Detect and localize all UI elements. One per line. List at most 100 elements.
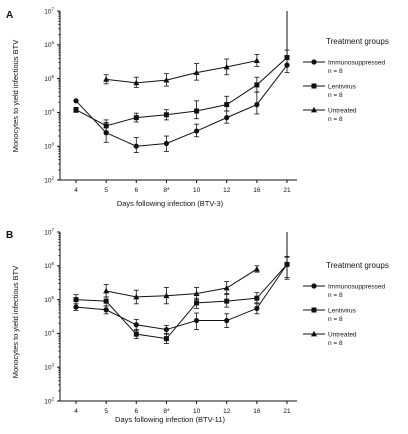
panel-b-lentivirus-point [254,295,260,301]
panel-a-untreated-point [163,76,170,83]
panel-b-lentivirus-point [73,297,79,303]
panel-a-series-untreated [103,53,260,88]
panel-a-x-axis-label: Days following infection (BTV-3) [117,199,224,208]
panel-a-series-immunosuppressed [73,55,290,153]
panel-b-immunosuppressed-point [133,322,139,328]
panel-b-legend-title: Treatment groups [326,261,389,270]
panel-a-axes [59,11,297,181]
panel-b-y-tick-label: 102 [44,396,54,405]
panel-a-y-tick-label: 106 [44,40,54,49]
panel-a-series [73,10,290,153]
panel-b-x-tick-label: 12 [223,408,231,415]
panel-b-lentivirus-point [224,298,230,304]
panel-b-immunosuppressed-point [193,317,200,324]
panel-a-legend-label: Untreated [328,107,357,114]
panel-a-y-tick-label: 107 [44,6,54,15]
panel-a-immunosuppressed-point [224,115,230,121]
panel-a-series-line [75,64,288,147]
panel-a-lentivirus-point [194,108,200,114]
panel-b-series [73,231,290,344]
panel-b-untreated-point [103,287,110,294]
panel-a-legend-item-lentivirus: Lentivirus n = 8 [303,83,357,99]
panel-a-x-tick-label: 8* [163,187,170,194]
panel-a-y-ticks: 102 103 104 105 106 107 [44,6,60,184]
panel-b-untreated-point [253,265,260,272]
panel-b-x-tick-label: 8* [163,408,170,415]
panel-a-untreated-point [133,79,140,86]
panel-a-legend-square-marker [311,83,317,89]
panel-b-legend-label: Immunosuppressed [328,283,385,290]
panel-a-untreated-point [193,69,200,76]
panel-b-x-tick-label: 4 [74,408,78,415]
panel-b-immunosuppressed-point [163,326,170,333]
panel-b-untreated-point [163,292,170,299]
panel-b-legend-item-lentivirus: Lentivirus n = 8 [303,307,357,323]
panel-a-legend-n: n = 8 [328,116,343,123]
panel-b-x-axis-label: Days following infection (BTV-11) [115,415,225,424]
panel-b-x-ticks: 4 5 6 8* 10 12 16 21 [74,401,291,415]
panel-a-immunosuppressed-point [133,143,139,149]
panel-a-legend-label: Immunosuppressed [328,59,385,66]
panel-b-y-tick-label: 104 [44,329,54,338]
panel-a-legend-label: Lentivirus [328,83,357,90]
panel-a-x-tick-label: 21 [283,187,291,194]
panel-a-lentivirus-point [254,82,260,88]
panel-b-x-tick-label: 16 [253,408,261,415]
panel-a-y-axis-label: Monocytes to yield infectious BTV [11,40,20,153]
panel-a-untreated-point [103,76,110,82]
panel-b-legend-n: n = 8 [328,340,343,347]
panel-a-legend-circle-marker [311,59,317,65]
panel-b-untreated-point [133,293,140,300]
panel-a-x-tick-label: 10 [193,187,201,194]
panel-a-x-tick-label: 12 [223,187,231,194]
panel-a-x-tick-label: 5 [104,187,108,194]
panel-b-legend-item-immunosuppressed: Immunosuppressed n = 8 [303,283,385,299]
panel-b-lentivirus-point [284,261,290,267]
panel-b-immunosuppressed-point [73,304,79,310]
panel-b-immunosuppressed-point [224,317,230,324]
panel-a-y-tick-label: 104 [44,108,54,117]
panel-a-lentivirus-point [163,112,169,118]
panel-b-series-lentivirus [73,231,290,344]
panel-b-y-tick-label: 105 [44,295,54,304]
panel-b-series-immunosuppressed [73,255,290,335]
panel-b-label: B [6,230,13,241]
panel-a-legend-item-immunosuppressed: Immunosuppressed n = 8 [303,59,385,75]
panel-b-untreated-point [193,290,200,297]
panel-b-lentivirus-point [163,336,169,342]
panel-a-immunosuppressed-point [163,140,170,147]
panel-a-x-tick-label: 4 [74,187,78,194]
panel-a-x-tick-label: 6 [134,187,138,194]
panel-b-legend-triangle-marker [311,330,317,337]
panel-b-axes [59,232,297,402]
panel-b-x-tick-label: 6 [134,408,138,415]
panel-b-series-line [75,264,288,331]
panel-a-y-tick-label: 105 [44,74,54,83]
panel-a-lentivirus-point [224,102,230,108]
panel-b-y-tick-label: 103 [44,363,54,372]
panel-a-legend-item-untreated: Untreated n = 8 [303,106,357,123]
panel-a-legend: Treatment groups Immunosuppressed n = 8 Le… [303,37,389,123]
panel-a-legend-triangle-marker [311,106,317,113]
panel-b-series-line [75,231,288,340]
panel-a-untreated-point [223,63,230,70]
panel-a-series-line [75,10,288,127]
panel-b-legend-label: Lentivirus [328,307,357,314]
panel-a-untreated-point [253,57,260,64]
panel-b-lentivirus-point [194,300,200,306]
panel-b-immunosuppressed-point [103,307,109,313]
panel-b-legend-n: n = 8 [328,316,343,323]
panel-b-y-tick-label: 107 [44,227,54,236]
panel-b-untreated-point [223,284,230,291]
panel-b-immunosuppressed-point [254,305,260,311]
panel-b-chart: B Monocytes to yield infectious BTV Days… [6,227,389,424]
panel-a-lentivirus-point [284,55,290,61]
panel-a-legend-n: n = 8 [328,68,343,75]
panel-b-lentivirus-point [103,298,109,304]
panel-b-y-axis-label: Monocytes to yield infectious BTV [11,266,20,379]
panel-a-y-tick-label: 102 [44,175,54,184]
panel-b-lentivirus-point [133,331,139,337]
panel-a-x-ticks: 4 5 6 8* 10 12 16 21 [74,180,291,194]
panel-a-legend-title: Treatment groups [326,37,389,46]
panel-b-legend-n: n = 8 [328,292,343,299]
